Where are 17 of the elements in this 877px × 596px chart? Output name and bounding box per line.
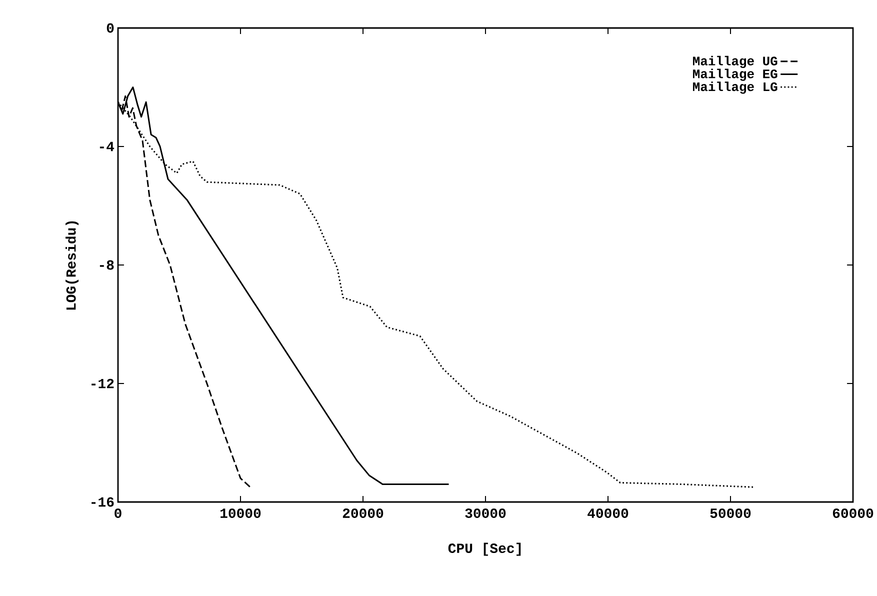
x-tick-label: 60000 xyxy=(832,508,874,518)
x-axis-title: CPU [Sec] xyxy=(448,542,521,556)
y-axis-title: LOG(Residu) xyxy=(66,221,79,310)
x-tick-label: 20000 xyxy=(342,508,384,518)
legend-label: Maillage LG xyxy=(692,82,778,94)
y-tick-label: -4 xyxy=(100,142,114,152)
legend-label: Maillage UG xyxy=(692,56,778,68)
x-tick-label: 0 xyxy=(114,508,122,518)
x-tick-label: 30000 xyxy=(465,508,506,518)
y-tick-label: -16 xyxy=(92,497,114,507)
x-tick-label: 50000 xyxy=(710,508,751,518)
y-tick-label: -8 xyxy=(100,260,114,270)
x-tick-label: 40000 xyxy=(588,508,628,518)
y-tick-label: 0 xyxy=(106,23,114,33)
legend-label: Maillage EG xyxy=(692,68,778,81)
y-tick-label: -12 xyxy=(92,378,114,388)
x-tick-label: 10000 xyxy=(220,508,261,518)
